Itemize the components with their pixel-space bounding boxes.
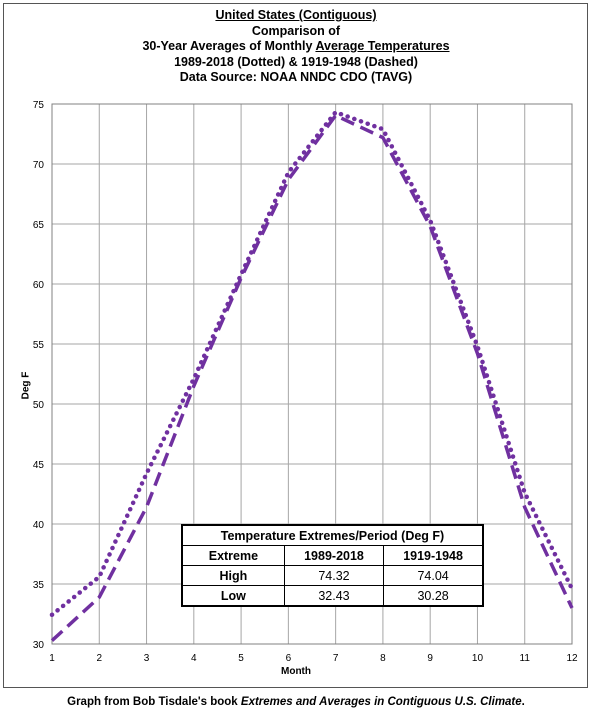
table-header-period-2: 1919-1948 — [383, 545, 484, 566]
x-tick-label: 11 — [520, 653, 531, 664]
series-line-dashed — [50, 113, 574, 642]
y-tick-label: 65 — [33, 220, 45, 231]
y-tick-label: 45 — [33, 460, 45, 471]
table-cell: 32.43 — [283, 585, 385, 607]
x-tick-label: 6 — [286, 653, 292, 664]
extremes-table-title: Temperature Extremes/Period (Deg F) — [181, 524, 484, 546]
y-tick-label: 50 — [33, 400, 45, 411]
subtitle-2b: Average Temperatures — [315, 39, 450, 53]
credit-suffix: . — [521, 696, 525, 708]
credit-line: Graph from Bob Tisdale's book Extremes a… — [0, 696, 592, 708]
x-tick-label: 2 — [96, 653, 102, 664]
x-tick-label: 10 — [472, 653, 484, 664]
x-tick-label: 3 — [144, 653, 150, 664]
x-tick-label: 8 — [380, 653, 386, 664]
x-tick-label: 7 — [333, 653, 339, 664]
x-tick-label: 1 — [49, 653, 55, 664]
x-tick-label: 5 — [238, 653, 244, 664]
y-tick-label: 75 — [33, 100, 45, 111]
x-tick-label: 9 — [427, 653, 433, 664]
y-tick-label: 60 — [33, 280, 45, 291]
credit-prefix: Graph from Bob Tisdale's book — [67, 696, 241, 708]
credit-book: Extremes and Averages in Contiguous U.S.… — [240, 696, 522, 708]
table-cell: 30.28 — [383, 585, 484, 607]
x-axis-label: Month — [281, 666, 311, 677]
table-cell: 74.32 — [283, 565, 385, 586]
table-row-label: High — [181, 565, 285, 586]
chart-subtitle-2: 30-Year Averages of Monthly Average Temp… — [0, 39, 592, 55]
extremes-table: Temperature Extremes/Period (Deg F) Extr… — [181, 524, 484, 607]
y-tick-label: 40 — [33, 520, 45, 531]
y-tick-label: 70 — [33, 160, 45, 171]
x-tick-label: 4 — [191, 653, 197, 664]
table-row-label: Low — [181, 585, 285, 607]
y-tick-label: 30 — [33, 640, 45, 651]
chart-subtitle-3: 1989-2018 (Dotted) & 1919-1948 (Dashed) — [174, 54, 418, 69]
chart-title: United States (Contiguous) — [215, 8, 377, 22]
y-axis-label: Deg F — [20, 371, 32, 400]
y-tick-label: 55 — [33, 340, 45, 351]
chart-title-block: United States (Contiguous) Comparison of… — [0, 8, 592, 86]
y-tick-label: 35 — [33, 580, 45, 591]
table-header-period-1: 1989-2018 — [283, 545, 385, 566]
series-line-dotted — [49, 109, 575, 618]
table-cell: 74.04 — [383, 565, 484, 586]
plot-border — [51, 103, 573, 645]
chart-subtitle-4: Data Source: NOAA NNDC CDO (TAVG) — [179, 70, 413, 84]
chart-subtitle-1: Comparison of — [251, 23, 341, 38]
table-header-extreme: Extreme — [181, 545, 285, 566]
x-tick-label: 12 — [566, 653, 578, 664]
subtitle-2a: 30-Year Averages of Monthly — [142, 39, 316, 53]
table-row: Low 32.43 30.28 — [181, 585, 484, 607]
table-row: High 74.32 74.04 — [181, 565, 484, 586]
